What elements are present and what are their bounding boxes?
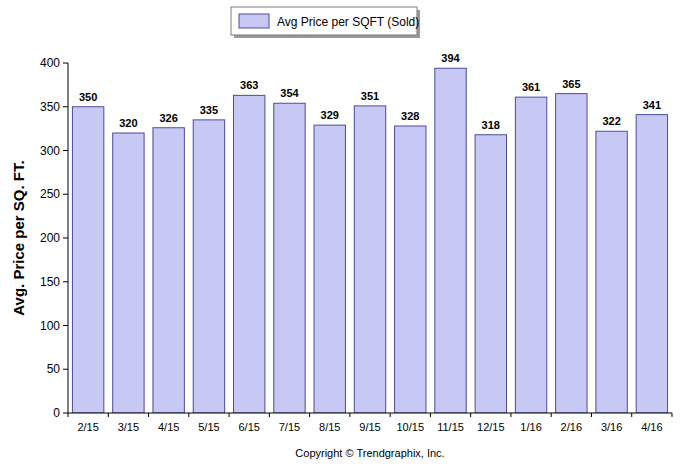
y-tick [63, 238, 68, 239]
x-tick [148, 413, 149, 417]
x-tick [591, 413, 592, 417]
x-tick [188, 413, 189, 417]
data-label: 328 [401, 110, 419, 122]
x-tick-label: 2/16 [561, 421, 582, 433]
data-label: 326 [159, 112, 177, 124]
bar [314, 125, 345, 413]
data-label: 329 [321, 109, 339, 121]
x-tick [470, 413, 471, 417]
y-tick [63, 63, 68, 64]
x-tick [631, 413, 632, 417]
x-tick-label: 1/16 [520, 421, 541, 433]
y-tick [63, 325, 68, 326]
bar [556, 94, 587, 413]
x-tick-label: 7/15 [279, 421, 300, 433]
x-tick [108, 413, 109, 417]
y-tick-label: 200 [40, 231, 60, 245]
x-tick [309, 413, 310, 417]
bar [475, 135, 506, 413]
y-tick-label: 250 [40, 187, 60, 201]
data-label: 320 [119, 117, 137, 129]
y-tick-label: 100 [40, 319, 60, 333]
y-tick [63, 281, 68, 282]
y-tick-label: 400 [40, 56, 60, 70]
x-tick [430, 413, 431, 417]
bars [72, 68, 667, 413]
y-tick-label: 0 [53, 406, 60, 420]
bar [233, 95, 264, 413]
data-label: 335 [200, 104, 218, 116]
x-tick-label: 12/15 [477, 421, 505, 433]
x-tick [551, 413, 552, 417]
data-labels: 350 320 326 335 363 354 329 351 328 394 318 361 365 3… [79, 52, 661, 131]
x-tick [349, 413, 350, 417]
x-tick-label: 6/15 [238, 421, 259, 433]
y-axis-line [68, 63, 69, 413]
y-tick [63, 106, 68, 107]
bar [395, 126, 426, 413]
x-tick [68, 413, 69, 417]
y-tick [63, 369, 68, 370]
y-tick-label: 50 [47, 362, 61, 376]
data-label: 361 [522, 81, 540, 93]
bar [113, 133, 144, 413]
data-label: 394 [441, 52, 460, 64]
x-tick-label: 9/15 [359, 421, 380, 433]
legend-label: Avg Price per SQFT (Sold) [277, 15, 419, 29]
x-tick [390, 413, 391, 417]
bar [274, 103, 305, 413]
y-tick-label: 150 [40, 275, 60, 289]
data-label: 365 [562, 78, 580, 90]
x-tick [672, 413, 673, 417]
y-axis-label: Avg. Price per SQ. FT. [10, 160, 27, 315]
x-tick-label: 3/16 [601, 421, 622, 433]
x-tick [229, 413, 230, 417]
data-label: 322 [602, 115, 620, 127]
x-tick [510, 413, 511, 417]
x-tick-label: 5/15 [198, 421, 219, 433]
x-tick-label: 3/15 [118, 421, 139, 433]
data-label: 318 [482, 119, 500, 131]
data-label: 354 [280, 87, 299, 99]
x-tick-label: 11/15 [437, 421, 464, 433]
y-tick [63, 194, 68, 195]
bar [435, 68, 466, 413]
bar [193, 120, 224, 413]
bar [354, 106, 385, 413]
x-tick [269, 413, 270, 417]
x-tick-label: 8/15 [319, 421, 340, 433]
bar [515, 97, 546, 413]
x-tick-label: 10/15 [397, 421, 425, 433]
annotation: Copyright © Trendgraphix, Inc. [295, 447, 444, 459]
y-tick [63, 413, 68, 414]
legend-swatch [239, 14, 269, 28]
data-label: 350 [79, 91, 97, 103]
bar [72, 107, 103, 413]
x-axis-line [68, 413, 672, 414]
chart: Avg Price per SQFT (Sold) Avg. Price per … [0, 0, 691, 471]
x-tick-label: 4/16 [641, 421, 662, 433]
legend: Avg Price per SQFT (Sold) [231, 7, 420, 38]
bar [153, 128, 184, 413]
y-tick-label: 300 [40, 144, 60, 158]
bar [596, 131, 627, 413]
data-label: 363 [240, 79, 258, 91]
x-tick-label: 4/15 [158, 421, 179, 433]
data-label: 341 [643, 99, 661, 111]
data-label: 351 [361, 90, 379, 102]
bar [636, 115, 667, 413]
y-tick [63, 150, 68, 151]
y-tick-label: 350 [40, 100, 60, 114]
x-tick-label: 2/15 [77, 421, 98, 433]
